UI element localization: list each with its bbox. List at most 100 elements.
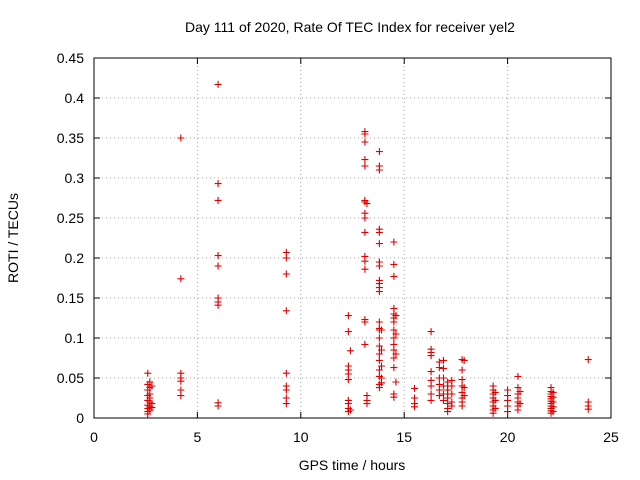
data-point-plus-icon: [282, 400, 290, 408]
data-point-plus-icon: [516, 388, 524, 396]
y-tick-label: 0.35: [57, 130, 84, 146]
data-point-plus-icon: [448, 402, 456, 410]
data-point-plus-icon: [392, 378, 400, 386]
axis-ticks: 0 0.05 0.1 0.15 0.2 0.25 0.3 0.35 0.4 0.45 0 5 10 15 2…: [57, 50, 619, 445]
data-point-plus-icon: [448, 390, 456, 398]
data-point-plus-icon: [144, 410, 152, 418]
data-point-plus-icon: [458, 402, 466, 410]
data-point-plus-icon: [427, 352, 435, 360]
data-point-plus-icon: [458, 366, 466, 374]
data-point-plus-icon: [458, 376, 466, 384]
x-tick-label: 5: [194, 429, 202, 445]
data-point-plus-icon: [361, 138, 369, 146]
data-point-plus-icon: [491, 396, 499, 404]
data-point-plus-icon: [549, 408, 557, 416]
data-point-plus-icon: [392, 330, 400, 338]
data-point-plus-icon: [361, 265, 369, 273]
data-point-plus-icon: [361, 318, 369, 326]
data-point-plus-icon: [375, 334, 383, 342]
data-point-plus-icon: [177, 134, 185, 142]
data-point-plus-icon: [375, 318, 383, 326]
y-axis-title: ROTI / TECUs: [5, 193, 21, 283]
data-point-plus-icon: [282, 254, 290, 262]
data-point-plus-icon: [344, 376, 352, 384]
data-point-plus-icon: [514, 372, 522, 380]
data-points: [144, 80, 592, 418]
y-tick-label: 0.4: [65, 90, 85, 106]
data-point-plus-icon: [390, 318, 398, 326]
data-point-plus-icon: [390, 364, 398, 372]
data-point-plus-icon: [363, 200, 371, 208]
data-point-plus-icon: [390, 326, 398, 334]
data-point-plus-icon: [375, 228, 383, 236]
x-tick-label: 0: [90, 429, 98, 445]
y-tick-label: 0.2: [65, 250, 85, 266]
data-point-plus-icon: [491, 388, 499, 396]
data-point-plus-icon: [427, 368, 435, 376]
data-point-plus-icon: [489, 409, 497, 417]
data-point-plus-icon: [491, 404, 499, 412]
data-point-plus-icon: [282, 270, 290, 278]
data-point-plus-icon: [377, 326, 385, 334]
data-point-plus-icon: [375, 288, 383, 296]
data-point-plus-icon: [344, 312, 352, 320]
data-point-plus-icon: [144, 369, 152, 377]
data-point-plus-icon: [460, 392, 468, 400]
y-tick-label: 0: [76, 410, 84, 426]
data-point-plus-icon: [375, 356, 383, 364]
data-point-plus-icon: [177, 392, 185, 400]
data-point-plus-icon: [411, 384, 419, 392]
data-point-plus-icon: [448, 382, 456, 390]
x-tick-label: 25: [603, 429, 619, 445]
data-point-plus-icon: [344, 328, 352, 336]
y-tick-label: 0.3: [65, 170, 85, 186]
data-point-plus-icon: [584, 405, 592, 413]
data-point-plus-icon: [361, 214, 369, 222]
data-point-plus-icon: [377, 346, 385, 354]
data-point-plus-icon: [427, 390, 435, 398]
data-point-plus-icon: [435, 364, 443, 372]
data-point-plus-icon: [375, 384, 383, 392]
data-point-plus-icon: [214, 196, 222, 204]
data-point-plus-icon: [411, 403, 419, 411]
data-point-plus-icon: [435, 392, 443, 400]
data-point-plus-icon: [460, 356, 468, 364]
data-point-plus-icon: [361, 257, 369, 265]
chart-title: Day 111 of 2020, Rate Of TEC Index for r…: [185, 19, 515, 35]
data-point-plus-icon: [375, 240, 383, 248]
y-tick-label: 0.05: [57, 370, 84, 386]
data-point-plus-icon: [375, 350, 383, 358]
data-point-plus-icon: [427, 328, 435, 336]
data-point-plus-icon: [584, 356, 592, 364]
data-point-plus-icon: [282, 307, 290, 315]
data-point-plus-icon: [375, 366, 383, 374]
y-tick-label: 0.15: [57, 290, 84, 306]
data-point-plus-icon: [377, 379, 385, 387]
data-point-plus-icon: [346, 347, 354, 355]
data-point-plus-icon: [346, 406, 354, 414]
data-point-plus-icon: [439, 356, 447, 364]
data-point-plus-icon: [177, 377, 185, 385]
y-tick-label: 0.25: [57, 210, 84, 226]
data-point-plus-icon: [214, 301, 222, 309]
data-point-plus-icon: [214, 402, 222, 410]
data-point-plus-icon: [390, 272, 398, 280]
data-point-plus-icon: [375, 342, 383, 350]
data-point-plus-icon: [504, 408, 512, 416]
data-point-plus-icon: [516, 400, 524, 408]
data-point-plus-icon: [148, 382, 156, 390]
data-point-plus-icon: [377, 362, 385, 370]
data-point-plus-icon: [361, 162, 369, 170]
data-point-plus-icon: [361, 156, 369, 164]
data-point-plus-icon: [439, 396, 447, 404]
grid-lines: [94, 58, 611, 418]
data-point-plus-icon: [282, 369, 290, 377]
data-point-plus-icon: [390, 354, 398, 362]
data-point-plus-icon: [514, 406, 522, 414]
data-point-plus-icon: [439, 364, 447, 372]
data-point-plus-icon: [214, 180, 222, 188]
x-tick-label: 15: [396, 429, 412, 445]
data-point-plus-icon: [427, 396, 435, 404]
data-point-plus-icon: [214, 262, 222, 270]
